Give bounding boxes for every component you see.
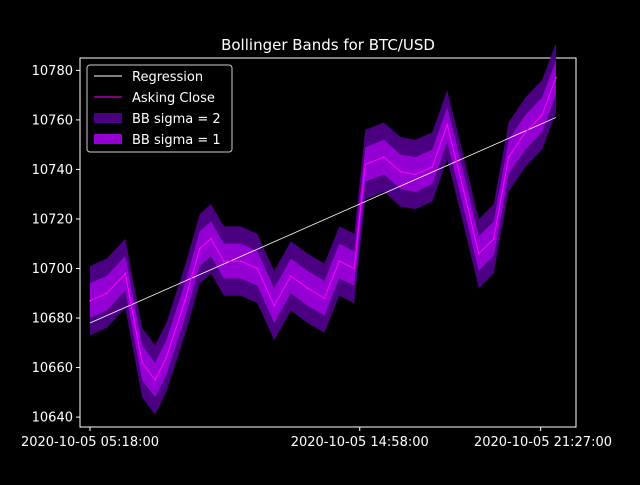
data-point-6 (184, 299, 186, 302)
data-point-28 (524, 131, 527, 134)
data-point-20 (399, 171, 402, 173)
data-point-11 (256, 267, 259, 270)
y-tick-label: 10700 (32, 262, 73, 277)
data-point-10 (239, 260, 242, 262)
x-tick-label: 2020-10-05 21:27:00 (474, 435, 612, 450)
data-point-29 (541, 114, 543, 116)
data-point-18 (364, 163, 367, 166)
y-tick-label: 10780 (32, 64, 73, 79)
legend-box (86, 64, 233, 153)
legend-label-2: BB sigma = 2 (132, 112, 221, 127)
y-tick-label: 10760 (32, 113, 73, 128)
data-point-21 (414, 173, 417, 176)
data-point-30 (555, 76, 557, 79)
x-tick-label: 2020-10-05 14:58:00 (291, 435, 429, 450)
band-2 (90, 60, 556, 398)
legend-label-3: BB sigma = 1 (132, 133, 221, 148)
data-point-4 (154, 379, 157, 381)
x-axis: 2020-10-05 05:18:00 2020-10-05 14:58:00 20… (21, 427, 612, 450)
data-point-27 (507, 156, 510, 159)
bands-layer (90, 43, 556, 415)
legend-label-1: Asking Close (132, 91, 215, 106)
data-point-5 (165, 356, 168, 359)
data-point-25 (477, 252, 480, 255)
data-point-17 (353, 267, 356, 270)
y-tick-label: 10660 (32, 361, 73, 376)
data-point-3 (141, 361, 144, 364)
legend-label-0: Regression (132, 70, 203, 85)
data-point-13 (290, 275, 292, 277)
data-point-1 (105, 292, 108, 295)
data-point-22 (431, 166, 434, 168)
data-point-23 (446, 124, 449, 126)
y-tick-label: 10720 (32, 212, 73, 227)
data-point-8 (210, 237, 212, 240)
data-point-14 (306, 287, 309, 290)
legend: Regression Asking Close BB sigma = 2 BB sig… (86, 64, 233, 153)
data-point-24 (463, 190, 465, 193)
data-point-19 (383, 156, 385, 159)
data-point-2 (124, 272, 127, 275)
legend-swatch-3 (94, 134, 122, 144)
data-point-26 (492, 237, 495, 240)
data-point-15 (323, 297, 326, 300)
chart-title: Bollinger Bands for BTC/USD (221, 36, 435, 54)
y-tick-label: 10680 (32, 312, 73, 327)
data-point-16 (338, 260, 341, 262)
legend-swatch-2 (94, 113, 122, 123)
data-point-12 (273, 304, 276, 307)
y-tick-label: 10640 (32, 411, 73, 426)
x-tick-label: 2020-10-05 05:18:00 (21, 435, 159, 450)
y-tick-label: 10740 (32, 163, 73, 178)
data-point-9 (223, 260, 225, 262)
data-point-0 (89, 299, 91, 302)
lines-layer (89, 76, 557, 381)
regression-line (89, 117, 557, 324)
y-axis: 10640 10660 10680 10700 10720 10740 10760 10780 (32, 64, 80, 426)
data-point-7 (198, 247, 201, 250)
